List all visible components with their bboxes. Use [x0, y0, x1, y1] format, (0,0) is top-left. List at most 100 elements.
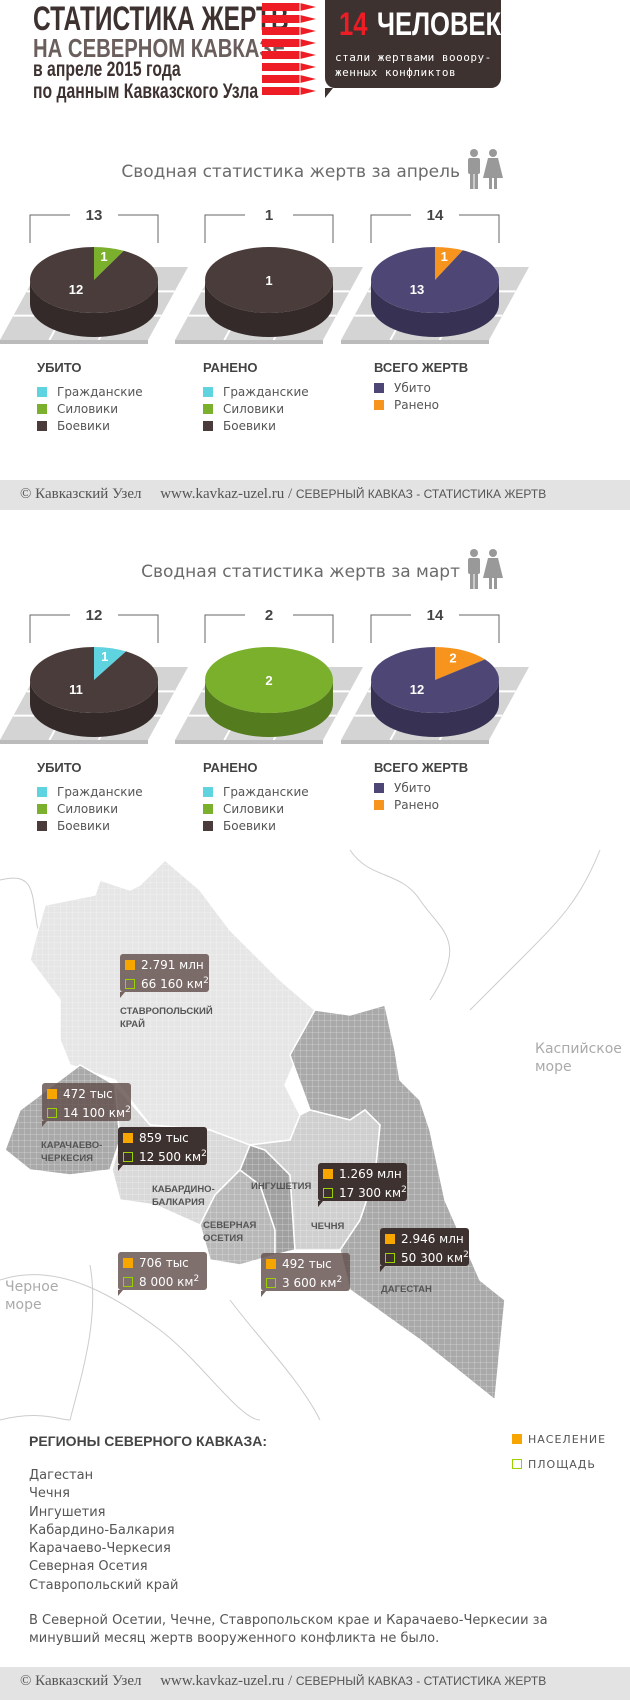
- legend-label: Боевики: [57, 418, 110, 433]
- regions-list: Дагестан Чечня Ингушетия Кабардино-Балкария…: [29, 1467, 178, 1595]
- slice-value-label: 13: [410, 282, 424, 297]
- area-icon: [323, 1188, 333, 1198]
- slice-value-label: 2: [449, 651, 456, 666]
- pie-chart: 1 12 13: [0, 207, 188, 344]
- pie-slice: [435, 647, 486, 680]
- legend-heading: УБИТО: [37, 760, 82, 775]
- total-bracket: [204, 214, 334, 243]
- population-value: 2.946 млн: [401, 1232, 464, 1246]
- legend-label: Боевики: [223, 818, 276, 833]
- region-info-card: 1.269 млн 17 300 км2: [318, 1163, 407, 1207]
- region-label: ИНГУШЕТИЯ: [251, 1181, 312, 1192]
- legend-swatch: [203, 420, 213, 431]
- total-bracket: [29, 614, 159, 643]
- slice-value-label: 1: [441, 249, 448, 264]
- legend-swatch: [374, 382, 384, 393]
- legend-label: Силовики: [57, 401, 119, 416]
- legend-item: Гражданские: [37, 783, 143, 800]
- pie-chart: 11: [175, 207, 363, 344]
- area-icon: [385, 1253, 395, 1263]
- legend-item: Силовики: [203, 800, 309, 817]
- region-label: КАБАРДИНО- БАЛКАРИЯ: [152, 1184, 215, 1208]
- people-icon: [468, 549, 503, 589]
- bullets-icon: [262, 3, 316, 95]
- pie-slice: [435, 247, 463, 280]
- bullet-icon: [262, 75, 316, 83]
- legend-item: Ранено: [374, 396, 468, 413]
- population-value: 2.791 млн: [141, 958, 204, 972]
- pie-total-label: 14: [427, 207, 444, 224]
- area-unit-sup: 2: [201, 1149, 207, 1159]
- slice-value-label: 1: [101, 649, 108, 664]
- population-icon: [47, 1089, 57, 1099]
- bullet-icon: [262, 63, 316, 71]
- pie-total-label: 12: [86, 607, 103, 624]
- footer-section: СЕВЕРНЫЙ КАВКАЗ - СТАТИСТИКА ЖЕРТВ: [295, 1674, 547, 1688]
- legend-label: Гражданские: [57, 784, 143, 799]
- legend-swatch: [37, 403, 47, 414]
- bullet-icon: [262, 51, 316, 59]
- legend-item: Силовики: [203, 400, 309, 417]
- legend-item: Гражданские: [37, 383, 143, 400]
- legend-swatch: [374, 782, 384, 793]
- copyright: © Кавказский Узел: [20, 1673, 142, 1689]
- legend-swatch: [203, 820, 213, 831]
- slice-value-label: 1: [265, 273, 272, 288]
- pie-slice: [29, 647, 159, 713]
- region-info-card: 859 тыс 12 500 км2: [118, 1127, 207, 1171]
- region-label: СТАВРОПОЛЬСКИЙ КРАЙ: [120, 1006, 213, 1030]
- legend-item: Силовики: [37, 400, 143, 417]
- pie-total-label: 2: [265, 607, 273, 624]
- copyright: © Кавказский Узел: [20, 486, 142, 502]
- pie-total-label: 1: [265, 207, 273, 224]
- slice-value-label: 1: [100, 249, 107, 264]
- population-icon: [125, 960, 135, 970]
- legend-label: Боевики: [223, 418, 276, 433]
- region-list-item: Дагестан: [29, 1468, 94, 1483]
- pie-slice: [29, 247, 158, 313]
- legend-item: Ранено: [374, 796, 468, 813]
- legend-item: Убито: [374, 379, 468, 396]
- pie-side: [205, 680, 333, 737]
- site-link[interactable]: www.kavkaz-uzel.ru: [160, 486, 285, 502]
- population-icon: [512, 1434, 522, 1444]
- callout-number: 14: [339, 6, 368, 42]
- legend-item: Гражданские: [203, 783, 309, 800]
- legend-item: Боевики: [37, 817, 143, 834]
- area-value: 14 100 км: [63, 1106, 126, 1120]
- separator: /: [287, 486, 293, 502]
- subtitle: НА СЕВЕРНОМ КАВКАЗЕ: [33, 33, 286, 63]
- population-value: 492 тыс: [282, 1257, 332, 1271]
- area-value: 3 600 км: [282, 1276, 337, 1290]
- legend-swatch: [37, 803, 47, 814]
- population-icon: [323, 1169, 333, 1179]
- legend-population: НАСЕЛЕНИЕ: [512, 1433, 606, 1446]
- footer-section: СЕВЕРНЫЙ КАВКАЗ - СТАТИСТИКА ЖЕРТВ: [295, 487, 547, 501]
- footer-bar-bottom: © Кавказский Узел www.kavkaz-uzel.ru / С…: [0, 1667, 630, 1700]
- legend-swatch: [37, 386, 47, 397]
- legend-heading: ВСЕГО ЖЕРТВ: [374, 760, 469, 775]
- legend: УБИТО Гражданские Силовики Боевики: [37, 360, 143, 434]
- area-value: 17 300 км: [339, 1186, 402, 1200]
- legend-label: Ранено: [394, 797, 440, 812]
- area-icon: [266, 1278, 276, 1288]
- pie-side: [30, 280, 158, 337]
- total-bracket: [204, 614, 334, 643]
- title: СТАТИСТИКА ЖЕРТВ: [33, 0, 289, 38]
- pie-slice: [371, 647, 499, 713]
- legend-heading: РАНЕНО: [203, 360, 258, 375]
- population-value: 1.269 млн: [339, 1167, 402, 1181]
- slice-value-label: 11: [69, 682, 83, 697]
- legend: УБИТО Гражданские Силовики Боевики: [37, 760, 143, 834]
- region-info-card: 2.791 млн 66 160 км2: [120, 954, 209, 998]
- pie-chart: 2 12 14: [341, 607, 529, 744]
- bullet-icon: [262, 3, 316, 11]
- site-link[interactable]: www.kavkaz-uzel.ru: [160, 1673, 285, 1689]
- pie-chart: 1 13 14: [341, 207, 529, 344]
- region-label: СЕВЕРНАЯ ОСЕТИЯ: [203, 1220, 257, 1244]
- area-icon: [123, 1152, 133, 1162]
- period: в апреле 2015 года: [33, 58, 181, 81]
- total-bracket: [29, 214, 159, 243]
- legend-area: ПЛОЩАДЬ: [512, 1458, 596, 1471]
- bullet-icon: [262, 15, 316, 23]
